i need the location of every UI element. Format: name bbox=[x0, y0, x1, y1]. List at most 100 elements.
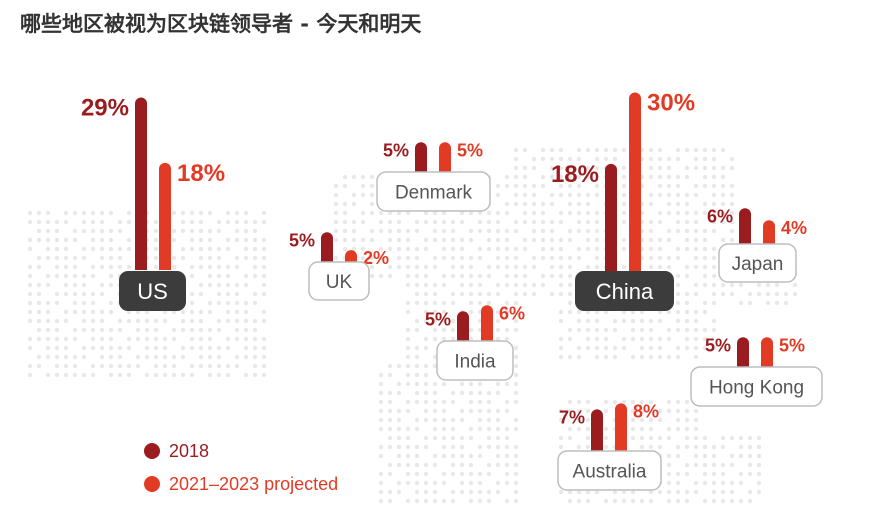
map-dot bbox=[576, 210, 582, 216]
map-dot bbox=[630, 336, 636, 342]
map-dot bbox=[657, 165, 663, 171]
map-dot bbox=[495, 255, 501, 261]
map-dot bbox=[558, 165, 564, 171]
map-dot bbox=[558, 192, 564, 198]
map-dot bbox=[207, 300, 213, 306]
map-dot bbox=[675, 147, 681, 153]
map-dot bbox=[648, 336, 654, 342]
map-dot bbox=[657, 489, 663, 495]
map-dot bbox=[576, 327, 582, 333]
map-dot bbox=[576, 309, 582, 315]
map-dot bbox=[72, 264, 78, 270]
map-dot bbox=[711, 264, 717, 270]
map-dot bbox=[693, 264, 699, 270]
map-dot bbox=[171, 336, 177, 342]
map-dot bbox=[441, 255, 447, 261]
map-dot bbox=[675, 228, 681, 234]
map-dot bbox=[693, 489, 699, 495]
map-dot bbox=[81, 246, 87, 252]
map-dot bbox=[675, 246, 681, 252]
map-dot bbox=[180, 354, 186, 360]
map-dot bbox=[396, 381, 402, 387]
map-dot bbox=[405, 282, 411, 288]
map-dot bbox=[747, 498, 753, 504]
map-dot bbox=[252, 300, 258, 306]
map-dot bbox=[567, 255, 573, 261]
map-dot bbox=[531, 183, 537, 189]
map-dot bbox=[594, 210, 600, 216]
map-dot bbox=[747, 300, 753, 306]
map-dot bbox=[36, 210, 42, 216]
map-dot bbox=[720, 210, 726, 216]
map-dot bbox=[513, 444, 519, 450]
map-dot bbox=[675, 480, 681, 486]
map-dot bbox=[702, 165, 708, 171]
map-dot bbox=[126, 219, 132, 225]
map-dot bbox=[405, 372, 411, 378]
map-dot bbox=[477, 471, 483, 477]
map-dot bbox=[441, 471, 447, 477]
map-dot bbox=[702, 282, 708, 288]
map-dot bbox=[558, 309, 564, 315]
map-dot bbox=[153, 264, 159, 270]
map-dot bbox=[621, 165, 627, 171]
value-label-hong-kong-2018: 5% bbox=[705, 335, 731, 355]
map-dot bbox=[639, 426, 645, 432]
map-dot bbox=[711, 282, 717, 288]
map-dot bbox=[207, 237, 213, 243]
map-dot bbox=[675, 354, 681, 360]
map-dot bbox=[153, 354, 159, 360]
region-label-box-uk bbox=[308, 261, 370, 301]
map-dot bbox=[657, 192, 663, 198]
map-dot bbox=[720, 480, 726, 486]
map-dot bbox=[414, 219, 420, 225]
map-dot bbox=[441, 453, 447, 459]
map-dot bbox=[405, 435, 411, 441]
map-dot bbox=[378, 489, 384, 495]
map-dot bbox=[666, 408, 672, 414]
map-dot bbox=[567, 210, 573, 216]
map-dot bbox=[567, 327, 573, 333]
map-dot bbox=[414, 480, 420, 486]
map-dot bbox=[693, 327, 699, 333]
map-dot bbox=[414, 291, 420, 297]
map-dot bbox=[486, 408, 492, 414]
map-dot bbox=[189, 264, 195, 270]
map-dot bbox=[108, 255, 114, 261]
map-dot bbox=[54, 264, 60, 270]
map-dot bbox=[693, 183, 699, 189]
map-dot bbox=[657, 345, 663, 351]
map-dot bbox=[585, 336, 591, 342]
map-dot bbox=[558, 444, 564, 450]
map-dot bbox=[468, 282, 474, 288]
bar-japan-2018 bbox=[739, 208, 751, 244]
map-dot bbox=[567, 174, 573, 180]
map-dot bbox=[675, 408, 681, 414]
map-dot bbox=[387, 399, 393, 405]
map-dot bbox=[531, 264, 537, 270]
map-dot bbox=[585, 219, 591, 225]
map-dot bbox=[387, 417, 393, 423]
map-dot bbox=[198, 354, 204, 360]
map-dot bbox=[495, 336, 501, 342]
bar-us-projected bbox=[159, 162, 171, 270]
map-dot bbox=[396, 480, 402, 486]
map-dot bbox=[396, 210, 402, 216]
map-dot bbox=[432, 336, 438, 342]
map-dot bbox=[738, 453, 744, 459]
map-dot bbox=[522, 174, 528, 180]
map-dot bbox=[234, 363, 240, 369]
map-dot bbox=[495, 291, 501, 297]
map-dot bbox=[702, 498, 708, 504]
map-dot bbox=[585, 327, 591, 333]
map-dot bbox=[477, 426, 483, 432]
map-dot bbox=[423, 417, 429, 423]
map-dot bbox=[378, 453, 384, 459]
map-dot bbox=[216, 228, 222, 234]
map-dot bbox=[36, 291, 42, 297]
bar-us-2018 bbox=[135, 97, 147, 270]
map-dot bbox=[396, 417, 402, 423]
map-dot bbox=[333, 237, 339, 243]
map-dot bbox=[666, 399, 672, 405]
